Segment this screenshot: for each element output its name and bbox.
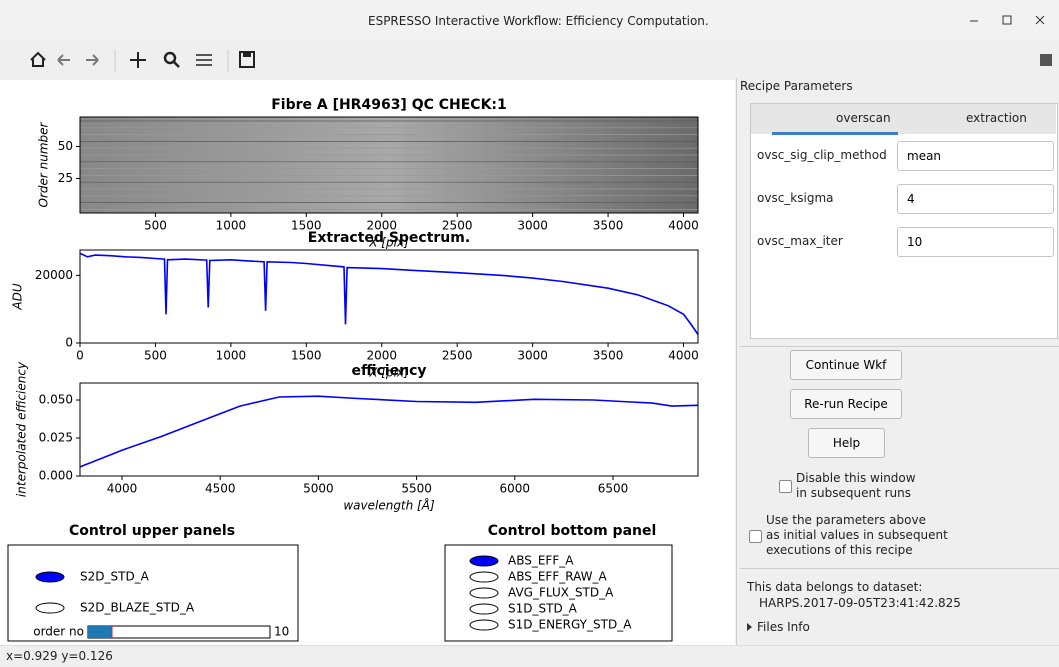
y-axis-label: Order number xyxy=(37,121,51,207)
slider-fill xyxy=(88,626,112,638)
x-tick-label: 3000 xyxy=(517,219,548,233)
slider-track[interactable] xyxy=(88,626,270,638)
y-tick-label: 0.000 xyxy=(39,469,73,483)
radio[interactable] xyxy=(470,588,498,598)
x-tick-label: 2000 xyxy=(366,349,397,363)
y-tick-label: 0.050 xyxy=(39,393,73,407)
x-tick-label: 3500 xyxy=(593,349,624,363)
param-name: ovsc_max_iter xyxy=(757,234,843,248)
x-tick-label: 6000 xyxy=(500,482,531,496)
tab[interactable]: extraction xyxy=(966,111,1027,125)
expand-arrow[interactable] xyxy=(746,622,754,632)
chart-title: efficiency xyxy=(351,363,426,379)
x-tick-label: 0 xyxy=(76,349,84,363)
y-axis-label: ADU xyxy=(11,283,25,310)
x-tick-label: 1000 xyxy=(216,349,247,363)
param-name: ovsc_ksigma xyxy=(757,191,834,205)
x-tick-label: 1500 xyxy=(291,349,322,363)
x-tick-label: 5000 xyxy=(303,482,334,496)
tab[interactable]: overscan xyxy=(836,111,891,125)
x-tick-label: 4000 xyxy=(668,219,699,233)
slider-value: 10 xyxy=(274,625,289,639)
param-input[interactable]: 10 xyxy=(897,227,1054,257)
slider-label: order no xyxy=(33,625,84,639)
group-title: Recipe Parameters xyxy=(740,79,853,93)
radio[interactable] xyxy=(36,603,64,613)
button[interactable]: Re-run Recipe xyxy=(790,389,902,419)
x-tick-label: 4000 xyxy=(668,349,699,363)
x-axis-label: wavelength [Å] xyxy=(343,498,435,513)
splitter xyxy=(736,78,737,645)
divider xyxy=(740,568,1059,569)
radio[interactable] xyxy=(36,572,64,582)
checkbox-label: as initial values in subsequent xyxy=(766,528,948,542)
y-tick-label: 0 xyxy=(65,336,73,350)
radio-label: S1D_STD_A xyxy=(508,602,578,616)
checkbox-label: Disable this window xyxy=(796,471,916,485)
x-tick-label: 5500 xyxy=(401,482,432,496)
y-tick-label: 0.025 xyxy=(39,431,73,445)
y-tick-label: 20000 xyxy=(35,268,73,282)
dataset-name: HARPS.2017-09-05T23:41:42.825 xyxy=(759,596,961,610)
radio[interactable] xyxy=(470,604,498,614)
line xyxy=(80,253,698,334)
checkbox-label: in subsequent runs xyxy=(796,486,911,500)
status-bar xyxy=(0,645,1059,667)
x-tick-label: 6500 xyxy=(598,482,629,496)
param-name: ovsc_sig_clip_method xyxy=(757,148,887,162)
radio-label: ABS_EFF_RAW_A xyxy=(508,570,608,584)
checkbox-label: executions of this recipe xyxy=(766,543,913,557)
y-tick-label: 25 xyxy=(58,171,73,185)
param-input[interactable]: 4 xyxy=(897,184,1054,214)
axes-frame xyxy=(80,383,698,476)
y-tick-label: 50 xyxy=(58,139,73,153)
button[interactable]: Continue Wkf xyxy=(790,350,902,380)
x-tick-label: 3000 xyxy=(517,349,548,363)
divider xyxy=(740,346,1059,347)
radio-label: S2D_BLAZE_STD_A xyxy=(80,601,195,615)
x-tick-label: 500 xyxy=(144,349,167,363)
checkbox-label: Use the parameters above xyxy=(766,513,926,527)
x-tick-label: 4500 xyxy=(205,482,236,496)
panel-title: Control upper panels xyxy=(69,523,235,539)
chart-title: Fibre A [HR4963] QC CHECK:1 xyxy=(271,97,507,113)
radio-label: S2D_STD_A xyxy=(80,570,150,584)
chart-title: Extracted Spectrum. xyxy=(308,230,470,246)
app-window: ESPRESSO Interactive Workflow: Efficienc… xyxy=(0,0,1059,666)
radio-label: S1D_ENERGY_STD_A xyxy=(508,618,632,632)
y-axis-label: interpolated efficiency xyxy=(15,361,29,497)
radio[interactable] xyxy=(470,620,498,630)
dataset-label: This data belongs to dataset: xyxy=(747,580,922,594)
x-tick-label: 500 xyxy=(144,219,167,233)
radio[interactable] xyxy=(470,556,498,566)
radio-label: AVG_FLUX_STD_A xyxy=(508,586,614,600)
x-tick-label: 3500 xyxy=(593,219,624,233)
image xyxy=(80,117,698,213)
checkbox[interactable] xyxy=(779,480,792,493)
x-tick-label: 1000 xyxy=(216,219,247,233)
files-info[interactable]: Files Info xyxy=(757,620,810,634)
axes-frame xyxy=(80,250,698,343)
x-tick-label: 2500 xyxy=(442,349,473,363)
params-box xyxy=(750,103,1058,339)
param-input[interactable]: mean xyxy=(897,141,1054,171)
radio-label: ABS_EFF_A xyxy=(508,554,574,568)
status-text: x=0.929 y=0.126 xyxy=(6,649,113,663)
tab-indicator xyxy=(772,132,898,135)
line xyxy=(80,396,698,467)
radio[interactable] xyxy=(470,572,498,582)
panel-title: Control bottom panel xyxy=(488,523,657,539)
window-controls[interactable] xyxy=(960,8,1055,32)
checkbox[interactable] xyxy=(749,530,762,543)
button[interactable]: Help xyxy=(808,428,885,458)
x-tick-label: 4000 xyxy=(107,482,138,496)
